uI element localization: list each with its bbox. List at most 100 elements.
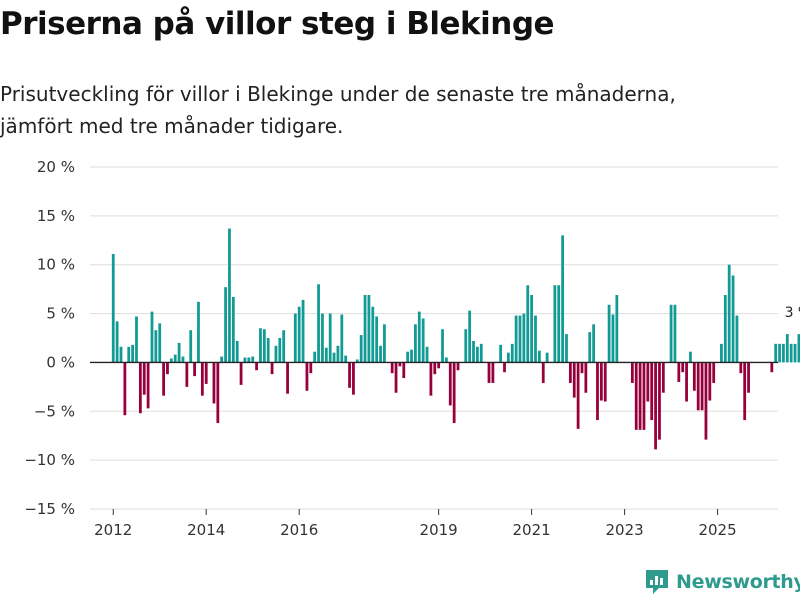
bar	[398, 362, 402, 367]
bar	[220, 356, 224, 363]
bar	[344, 355, 348, 363]
bar	[119, 346, 123, 363]
bar	[367, 295, 371, 363]
bar	[727, 264, 731, 363]
bar	[634, 362, 638, 430]
bar	[572, 362, 576, 398]
bar	[433, 362, 437, 375]
bar	[735, 315, 739, 363]
bar	[468, 310, 472, 363]
bar	[731, 275, 735, 363]
bar	[514, 315, 518, 363]
bar	[417, 311, 421, 363]
bar	[720, 343, 723, 363]
bar	[185, 362, 189, 387]
bar	[352, 362, 355, 395]
y-tick-label: 15 %	[37, 207, 75, 225]
bar	[580, 362, 584, 374]
bar	[228, 228, 231, 363]
bar	[293, 313, 297, 363]
annotations: 3 %	[785, 305, 800, 321]
bar	[692, 362, 696, 391]
bar	[177, 342, 181, 363]
gridlines	[90, 166, 778, 510]
bar	[410, 349, 413, 363]
bar	[681, 362, 685, 373]
bar	[712, 362, 716, 383]
bar	[224, 287, 227, 363]
bar	[789, 343, 793, 363]
bar	[421, 318, 425, 363]
bar	[723, 295, 727, 363]
bar	[324, 347, 328, 363]
bar	[142, 362, 146, 395]
bar	[472, 340, 475, 363]
bar	[537, 350, 541, 363]
bar	[646, 362, 650, 402]
x-tick-label: 2012	[94, 521, 132, 539]
chart-subtitle: Prisutveckling för villor i Blekinge und…	[0, 78, 760, 142]
bar	[313, 351, 317, 363]
bar	[235, 340, 239, 363]
bar	[778, 343, 781, 363]
bar	[576, 362, 580, 429]
bar	[383, 324, 386, 363]
bar	[650, 362, 654, 421]
newsworthy-logo-text: Newsworthy	[676, 571, 800, 593]
bar	[448, 362, 452, 406]
bar	[162, 362, 165, 396]
bar	[607, 304, 611, 363]
bar	[743, 362, 747, 421]
bar	[654, 362, 657, 450]
bar	[394, 362, 398, 393]
x-tick-label: 2023	[606, 521, 644, 539]
bar	[158, 323, 162, 363]
bar	[425, 346, 429, 363]
bar	[638, 362, 642, 430]
bar	[173, 354, 177, 363]
bar	[491, 362, 495, 383]
bar	[685, 362, 688, 402]
bar	[328, 313, 332, 363]
bar	[464, 329, 468, 363]
bar	[204, 362, 208, 384]
bar	[200, 362, 204, 396]
bar	[584, 362, 588, 393]
bar	[251, 356, 255, 363]
chart-subtitle-line-2: jämfört med tre månader tidigare.	[0, 114, 344, 138]
bar	[452, 362, 456, 424]
bar	[510, 343, 514, 363]
bar	[739, 362, 743, 374]
bar	[700, 362, 704, 411]
bar	[506, 352, 510, 363]
y-axis-tick-labels: −15 % −10 % −5 % 0 % 5 % 10 % 15 % 20 %	[24, 158, 75, 518]
bar	[309, 362, 313, 374]
bar	[592, 324, 595, 363]
bar	[371, 306, 375, 363]
bar	[530, 295, 534, 363]
bar	[266, 338, 270, 363]
bar	[406, 351, 410, 363]
bar	[274, 345, 278, 363]
bar	[588, 332, 592, 363]
bar	[545, 352, 549, 363]
last-value-label: 3 %	[785, 305, 800, 321]
bar	[305, 362, 309, 391]
bar	[518, 315, 522, 363]
y-tick-label: 10 %	[37, 256, 75, 274]
newsworthy-logo[interactable]: Newsworthy	[644, 568, 800, 596]
x-tick-label: 2016	[280, 521, 318, 539]
y-tick-label: 5 %	[46, 305, 75, 323]
bar	[782, 343, 785, 363]
bar	[429, 362, 433, 396]
bar	[111, 253, 115, 363]
bar	[479, 343, 483, 363]
bar	[611, 314, 615, 363]
bar	[239, 362, 243, 385]
bar	[332, 352, 336, 363]
chart-title: Priserna på villor steg i Blekinge	[0, 6, 555, 42]
bar	[704, 362, 708, 440]
bar	[270, 362, 274, 375]
bar	[297, 306, 301, 363]
